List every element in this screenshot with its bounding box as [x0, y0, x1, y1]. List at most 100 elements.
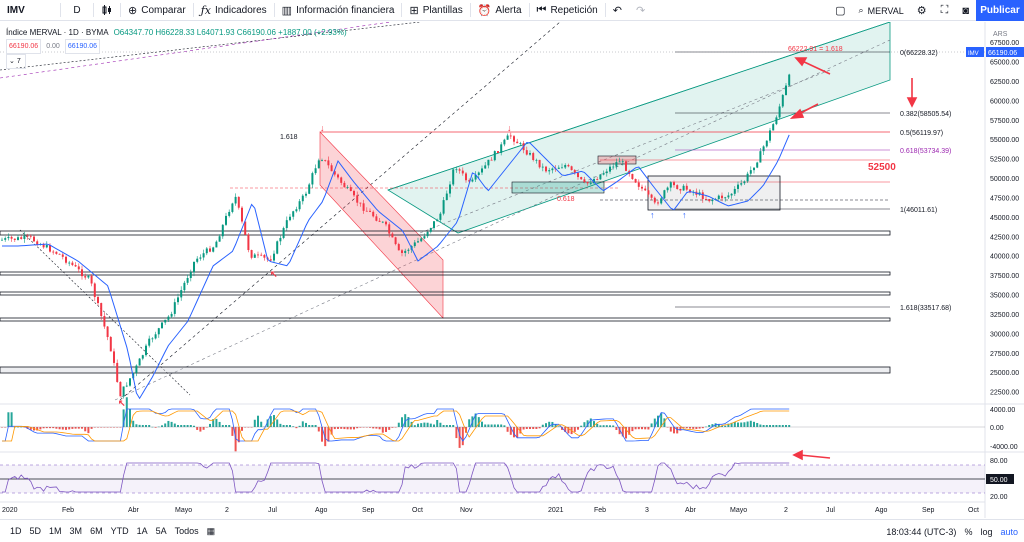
macd-bar: [74, 427, 77, 429]
time-axis[interactable]: 2020 Feb Abr Mayo 2 Jul Ago Sep Oct Nov …: [2, 507, 979, 514]
candle-body: [644, 188, 647, 191]
buy-price-badge[interactable]: 66190.06: [64, 39, 101, 54]
symbol-search-button[interactable]: IMV: [0, 0, 60, 21]
candle-body: [340, 177, 343, 183]
chart-area[interactable]: ↓ ↓ ↑ ↑ ↖ ↖ 0(66228.32) 0.382(58505.54) …: [0, 21, 1024, 518]
macd-bar: [29, 427, 32, 430]
templates-button[interactable]: ⊞ Plantillas: [402, 0, 469, 21]
symbol-quick-search[interactable]: ⌕ MERVAL: [853, 5, 910, 16]
candle-body: [321, 159, 323, 161]
timeframe-1d[interactable]: 1D: [10, 526, 22, 536]
price-tick-label: 37500.00: [990, 273, 1019, 280]
fib-label-1618: 1.618(33517.68): [900, 305, 951, 312]
macd-bar: [58, 427, 61, 430]
macd-bar: [401, 417, 403, 427]
log-toggle[interactable]: log: [980, 526, 993, 537]
candle-body: [676, 185, 679, 190]
candle-body: [490, 159, 493, 161]
macd-bar: [244, 427, 247, 428]
candle-body: [372, 211, 375, 217]
candle-body: [385, 221, 387, 225]
macd-bar: [413, 425, 416, 427]
candle-body: [519, 143, 522, 144]
macd-bar: [68, 427, 71, 430]
settings-button[interactable]: ⚙: [910, 0, 934, 21]
candle-body: [567, 165, 570, 167]
date-range-button[interactable]: ▦: [203, 526, 220, 537]
layout-button[interactable]: ▢: [828, 0, 852, 21]
macd-bar: [106, 427, 109, 428]
candle-body: [465, 173, 467, 181]
candle-body: [404, 250, 407, 253]
candle-body: [61, 254, 64, 257]
candle-body: [650, 194, 653, 198]
svg-text:2: 2: [225, 507, 229, 514]
candle-body: [183, 282, 186, 291]
replay-button[interactable]: ⏮ Repetición: [530, 0, 605, 21]
clock[interactable]: 18:03:44 (UTC-3): [886, 526, 957, 537]
candle-body: [375, 216, 378, 221]
undo-button[interactable]: ↶: [606, 0, 629, 21]
candle-body: [122, 386, 125, 397]
candle-body: [180, 290, 183, 298]
candle-body: [775, 117, 778, 125]
macd-bar: [743, 422, 746, 427]
timeframe-1y[interactable]: 1A: [136, 526, 148, 536]
macd-bar: [637, 427, 640, 430]
price-axis[interactable]: 67500.00 65000.00 62500.00 60000.00 57500.00…: [990, 40, 1019, 396]
macd-bar: [231, 427, 234, 436]
timeframe-1m[interactable]: 1M: [49, 526, 62, 536]
candle-body: [55, 251, 58, 254]
macd-bar: [327, 427, 330, 442]
timeframe-5y[interactable]: 5A: [155, 526, 167, 536]
interval-button[interactable]: D: [61, 0, 93, 21]
svg-text:2021: 2021: [548, 507, 564, 514]
macd-bar: [535, 427, 538, 429]
candle-body: [420, 238, 423, 242]
percent-toggle[interactable]: %: [964, 526, 973, 537]
timeframe-5d[interactable]: 5D: [29, 526, 42, 536]
fullscreen-button[interactable]: ⛶: [934, 0, 956, 21]
chart-canvas[interactable]: ↓ ↓ ↑ ↑ ↖ ↖ 0(66228.32) 0.382(58505.54) …: [0, 21, 1024, 518]
indicators-toggle[interactable]: ⌄ 7: [6, 54, 26, 69]
timeframe-6m[interactable]: 6M: [90, 526, 103, 536]
svg-text:Feb: Feb: [594, 507, 606, 514]
trendline-long: [114, 39, 891, 401]
candle-body: [717, 195, 720, 200]
chart-style-button[interactable]: [94, 0, 120, 21]
candle-body: [317, 160, 320, 169]
candle-body: [535, 159, 538, 161]
financials-button[interactable]: ▥ Información financiera: [275, 0, 402, 21]
macd-bar: [429, 423, 432, 427]
macd-bar: [727, 423, 730, 427]
legend-title[interactable]: Índice MERVAL · 1D · BYMA: [6, 28, 109, 37]
macd-bar: [154, 427, 157, 428]
candle-body: [260, 254, 263, 256]
sell-price-badge[interactable]: 66190.06: [6, 39, 42, 54]
macd-bar: [247, 427, 250, 428]
alert-button[interactable]: ⏰ Alerta: [471, 0, 529, 21]
price-tick-label: 25000.00: [990, 370, 1019, 377]
macd-bar: [740, 422, 743, 427]
candle-body: [346, 187, 349, 188]
snapshot-button[interactable]: ◙: [955, 0, 976, 21]
currency-label: ARS: [993, 31, 1008, 38]
redo-button[interactable]: ↷: [629, 0, 652, 21]
compare-button[interactable]: ⊕ Comparar: [121, 0, 193, 21]
candle-body: [84, 276, 87, 278]
publish-button[interactable]: Publicar: [976, 0, 1024, 21]
timeframe-ytd[interactable]: YTD: [110, 526, 129, 536]
candle-body: [308, 184, 311, 194]
price-tick-label: 32500.00: [990, 312, 1019, 319]
timeframe-3m[interactable]: 3M: [69, 526, 83, 536]
candle-body: [525, 150, 528, 155]
candle-body: [141, 355, 144, 359]
macd-bar: [90, 427, 93, 429]
macd-bar: [564, 427, 567, 432]
candle-body: [481, 168, 483, 173]
macd-bar: [698, 427, 701, 429]
timeframe-all[interactable]: Todos: [174, 526, 199, 536]
auto-toggle[interactable]: auto: [1000, 526, 1018, 537]
indicators-button[interactable]: ƒx Indicadores: [194, 0, 274, 21]
macd-bar: [557, 426, 560, 427]
